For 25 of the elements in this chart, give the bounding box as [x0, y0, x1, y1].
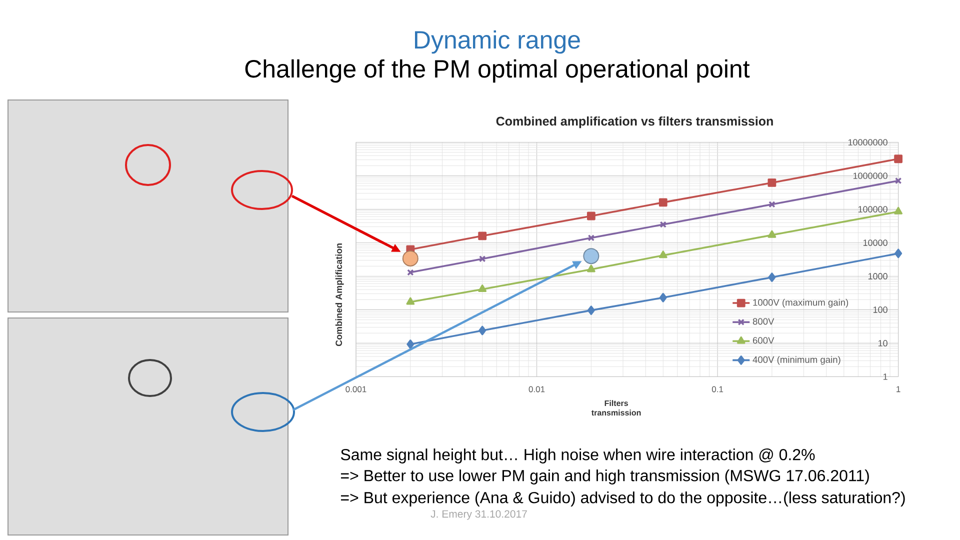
- y-tick-label: 10: [878, 340, 888, 346]
- legend-label: 600V: [752, 337, 774, 344]
- text: Same signal height but… High noise when wire interaction @ 0.2%: [340, 448, 815, 464]
- x-axis-title: Filters transmission: [592, 400, 641, 416]
- text: => Better to use lower PM gain and high transmission (MSWG 17.06.2011): [340, 470, 869, 484]
- text: J. Emery 31.10.2017: [430, 510, 527, 520]
- y-tick-label: 100000: [858, 206, 888, 212]
- legend-label: 1000V (maximum gain): [753, 298, 848, 308]
- y-tick-label: 1000000: [853, 172, 888, 179]
- x-tick-label: 1: [896, 386, 900, 392]
- y-tick-label: 10000: [863, 240, 888, 246]
- chart-title: Combined amplification vs filters transmission: [496, 116, 773, 128]
- x-tick-label: 0.001: [346, 386, 366, 392]
- text: Dynamic range: [414, 30, 580, 54]
- x-tick-label: 0.1: [712, 386, 724, 392]
- y-tick-label: 1: [883, 374, 888, 380]
- legend-label: 800V: [752, 318, 774, 325]
- y-tick-label: 100: [873, 306, 888, 313]
- y-axis-title: Combined Amplification: [335, 243, 344, 346]
- y-tick-label: 10000000: [848, 139, 888, 146]
- text: Challenge of the PM optimal operational point: [245, 59, 750, 83]
- legend-label: 400V (minimum gain): [752, 356, 840, 365]
- x-tick-label: 0.01: [528, 386, 545, 392]
- y-tick-label: 1000: [868, 273, 888, 280]
- text: => But experience (Ana & Guido) advised to do the opposite…(less saturation?): [340, 492, 905, 506]
